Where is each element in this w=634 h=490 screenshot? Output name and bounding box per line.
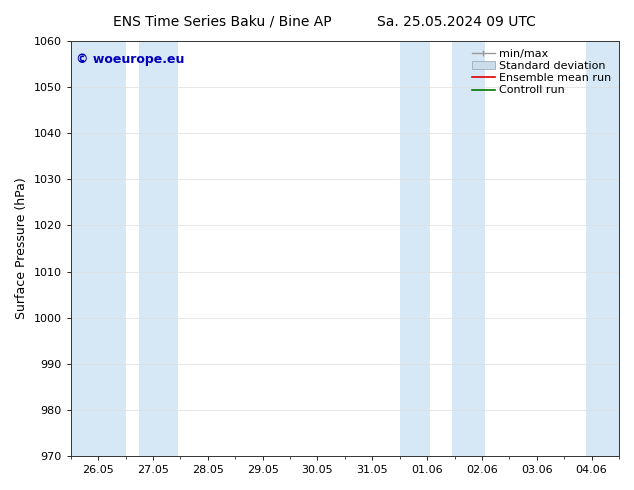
- Text: © woeurope.eu: © woeurope.eu: [76, 53, 184, 67]
- Bar: [139, 41, 178, 456]
- Bar: [452, 41, 484, 456]
- Bar: [71, 41, 126, 456]
- Text: ENS Time Series Baku / Bine AP: ENS Time Series Baku / Bine AP: [113, 15, 331, 29]
- Y-axis label: Surface Pressure (hPa): Surface Pressure (hPa): [15, 178, 28, 319]
- Legend: min/max, Standard deviation, Ensemble mean run, Controll run: min/max, Standard deviation, Ensemble me…: [470, 47, 614, 98]
- Text: Sa. 25.05.2024 09 UTC: Sa. 25.05.2024 09 UTC: [377, 15, 536, 29]
- Bar: [586, 41, 619, 456]
- Bar: [399, 41, 430, 456]
